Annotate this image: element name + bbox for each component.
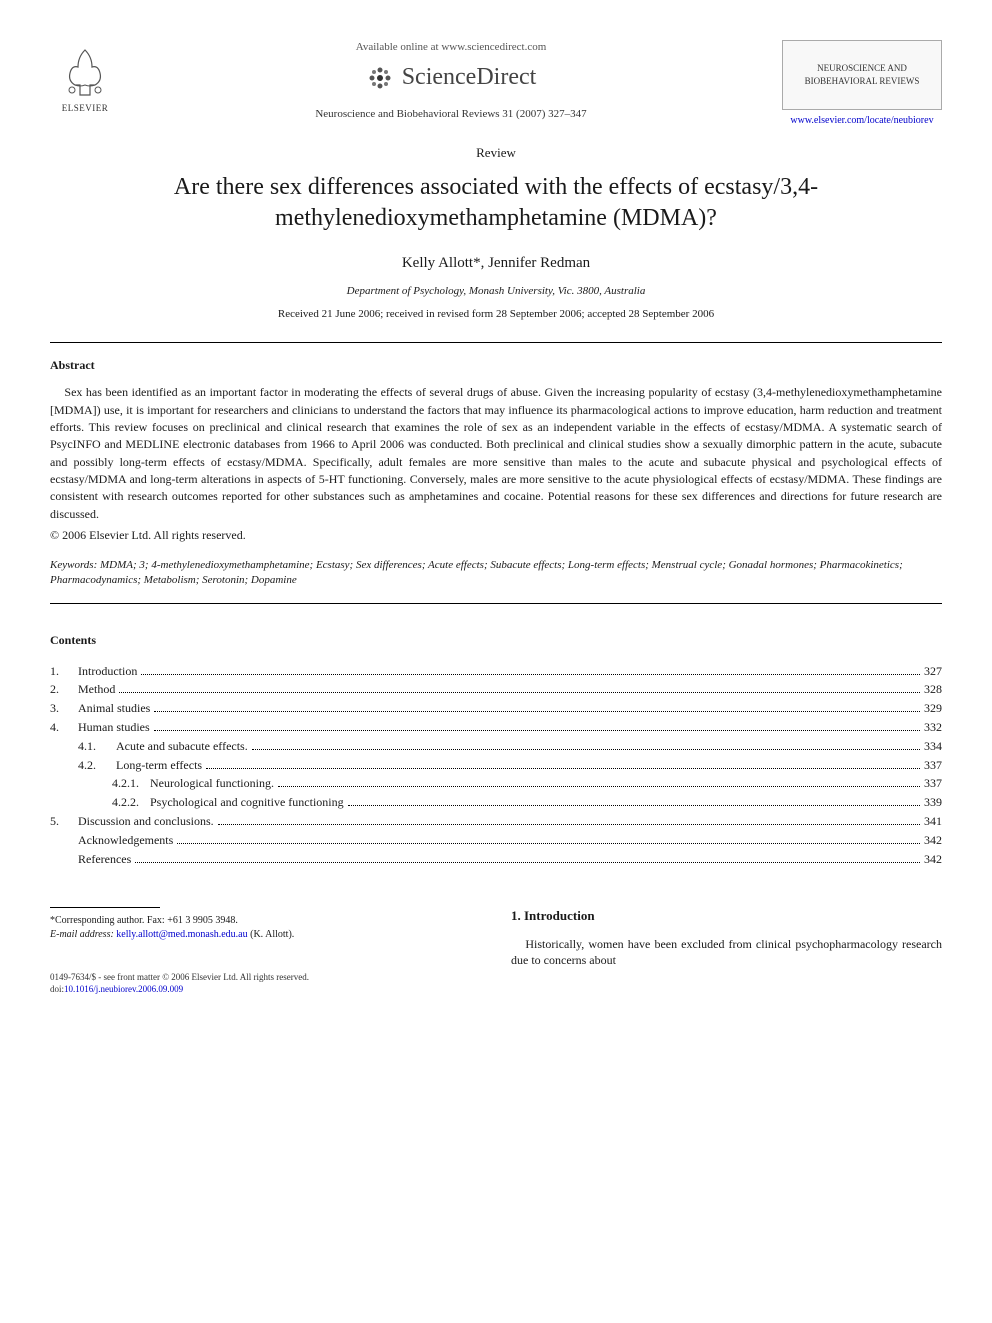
toc-leader-dots — [154, 730, 920, 731]
toc-page: 341 — [924, 813, 942, 830]
abstract-heading: Abstract — [50, 357, 942, 374]
intro-heading: 1. Introduction — [511, 907, 942, 925]
toc-number: 4.2. — [78, 757, 116, 774]
toc-row: 4.2.2.Psychological and cognitive functi… — [50, 794, 942, 811]
article-dates: Received 21 June 2006; received in revis… — [50, 307, 942, 322]
rule-bottom — [50, 603, 942, 604]
toc-row: 1.Introduction 327 — [50, 663, 942, 680]
rule-top — [50, 342, 942, 343]
corr-author-line: *Corresponding author. Fax: +61 3 9905 3… — [50, 914, 481, 928]
front-matter-line: 0149-7634/$ - see front matter © 2006 El… — [50, 972, 481, 984]
toc-page: 337 — [924, 757, 942, 774]
toc-leader-dots — [177, 843, 920, 844]
footnote-rule — [50, 907, 160, 908]
front-matter-meta: 0149-7634/$ - see front matter © 2006 El… — [50, 972, 481, 995]
keywords-text: MDMA; 3; 4-methylenedioxymethamphetamine… — [50, 559, 903, 586]
email-label: E-mail address: — [50, 929, 114, 940]
abstract-text: Sex has been identified as an important … — [50, 384, 942, 523]
email-suffix: (K. Allott). — [250, 929, 294, 940]
toc-row: References 342 — [50, 851, 942, 868]
toc-leader-dots — [141, 674, 920, 675]
toc-page: 329 — [924, 700, 942, 717]
toc-label: Animal studies — [78, 700, 150, 717]
center-header: Available online at www.sciencedirect.co… — [120, 40, 782, 122]
contents-heading: Contents — [50, 632, 942, 649]
toc-page: 334 — [924, 738, 942, 755]
toc-leader-dots — [218, 824, 920, 825]
toc-page: 327 — [924, 663, 942, 680]
toc-label: References — [78, 851, 131, 868]
toc-row: 3.Animal studies 329 — [50, 700, 942, 717]
toc-label: Introduction — [78, 663, 137, 680]
toc-number: 4.2.2. — [112, 794, 150, 811]
page-header: ELSEVIER Available online at www.science… — [50, 40, 942, 128]
keywords-label: Keywords: — [50, 559, 97, 571]
affiliation: Department of Psychology, Monash Univers… — [50, 284, 942, 299]
authors: Kelly Allott*, Jennifer Redman — [50, 253, 942, 274]
toc-label: Acknowledgements — [78, 832, 173, 849]
toc-label: Method — [78, 681, 115, 698]
elsevier-label: ELSEVIER — [62, 102, 109, 115]
toc-row: 4.Human studies 332 — [50, 719, 942, 736]
article-title: Are there sex differences associated wit… — [50, 172, 942, 234]
toc-page: 342 — [924, 832, 942, 849]
toc-leader-dots — [119, 692, 920, 693]
article-type: Review — [50, 144, 942, 162]
toc-page: 342 — [924, 851, 942, 868]
toc-row: 2.Method 328 — [50, 681, 942, 698]
toc-label: Neurological functioning. — [150, 775, 274, 792]
toc-leader-dots — [206, 768, 920, 769]
toc-row: 4.2.1.Neurological functioning. 337 — [50, 775, 942, 792]
email-line: E-mail address: kelly.allott@med.monash.… — [50, 928, 481, 942]
toc-number: 2. — [50, 681, 78, 698]
elsevier-logo: ELSEVIER — [50, 40, 120, 120]
toc-row: 5.Discussion and conclusions. 341 — [50, 813, 942, 830]
sciencedirect-text: ScienceDirect — [402, 61, 537, 95]
abstract-copyright: © 2006 Elsevier Ltd. All rights reserved… — [50, 527, 942, 544]
toc-label: Long-term effects — [116, 757, 202, 774]
sciencedirect-logo: ScienceDirect — [366, 61, 537, 95]
right-column: 1. Introduction Historically, women have… — [511, 907, 942, 995]
toc-row: Acknowledgements 342 — [50, 832, 942, 849]
toc-number: 4.1. — [78, 738, 116, 755]
toc-number: 1. — [50, 663, 78, 680]
toc-number: 4. — [50, 719, 78, 736]
toc-row: 4.2.Long-term effects 337 — [50, 757, 942, 774]
doi-label: doi: — [50, 984, 64, 994]
journal-cover-block: NEUROSCIENCE AND BIOBEHAVIORAL REVIEWS w… — [782, 40, 942, 128]
toc-label: Human studies — [78, 719, 150, 736]
toc-row: 4.1.Acute and subacute effects. 334 — [50, 738, 942, 755]
keywords: Keywords: MDMA; 3; 4-methylenedioxymetha… — [50, 558, 942, 589]
toc-page: 339 — [924, 794, 942, 811]
left-column: *Corresponding author. Fax: +61 3 9905 3… — [50, 907, 481, 995]
toc-leader-dots — [252, 749, 920, 750]
doi-link[interactable]: 10.1016/j.neubiorev.2006.09.009 — [64, 984, 183, 994]
toc-label: Discussion and conclusions. — [78, 813, 214, 830]
body-columns: *Corresponding author. Fax: +61 3 9905 3… — [50, 907, 942, 995]
toc-page: 332 — [924, 719, 942, 736]
intro-text: Historically, women have been excluded f… — [511, 936, 942, 970]
toc-leader-dots — [135, 862, 920, 863]
toc-leader-dots — [154, 711, 920, 712]
toc-page: 328 — [924, 681, 942, 698]
toc-label: Psychological and cognitive functioning — [150, 794, 344, 811]
author-email-link[interactable]: kelly.allott@med.monash.edu.au — [116, 929, 247, 940]
elsevier-tree-icon — [60, 45, 110, 100]
doi-line: doi:10.1016/j.neubiorev.2006.09.009 — [50, 984, 481, 996]
toc-number: 3. — [50, 700, 78, 717]
toc-leader-dots — [348, 805, 920, 806]
journal-homepage-link[interactable]: www.elsevier.com/locate/neubiorev — [790, 115, 933, 126]
toc-label: Acute and subacute effects. — [116, 738, 248, 755]
sciencedirect-icon — [366, 64, 394, 92]
journal-cover-box: NEUROSCIENCE AND BIOBEHAVIORAL REVIEWS — [782, 40, 942, 110]
toc-leader-dots — [278, 786, 920, 787]
corresponding-author-footnote: *Corresponding author. Fax: +61 3 9905 3… — [50, 914, 481, 942]
table-of-contents: 1.Introduction 3272.Method 3283.Animal s… — [50, 663, 942, 868]
available-online-text: Available online at www.sciencedirect.co… — [140, 40, 762, 55]
toc-number: 5. — [50, 813, 78, 830]
journal-reference: Neuroscience and Biobehavioral Reviews 3… — [140, 107, 762, 122]
toc-page: 337 — [924, 775, 942, 792]
toc-number: 4.2.1. — [112, 775, 150, 792]
